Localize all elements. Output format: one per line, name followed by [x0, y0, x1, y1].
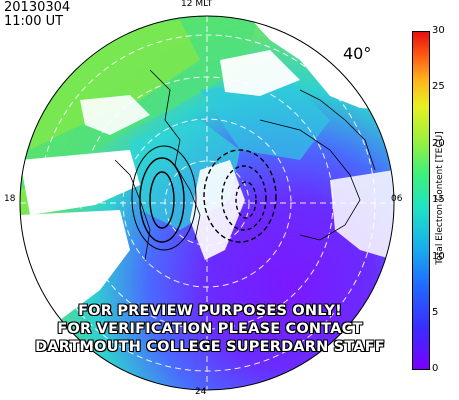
- watermark-line-1: FOR PREVIEW PURPOSES ONLY!: [78, 303, 342, 319]
- colorbar: [412, 31, 430, 370]
- convection-contours: [131, 145, 277, 251]
- colorbar-tick-0: 0: [432, 363, 439, 374]
- watermark-line-3: DARTMOUTH COLLEGE SUPERDARN STAFF: [35, 339, 385, 355]
- latitude-grid: [20, 16, 394, 390]
- map-boundary: [19, 15, 395, 391]
- colorbar-title: Total Electron Content [TECU]: [435, 131, 445, 265]
- mlt-label-right: 06: [391, 194, 403, 204]
- latitude-label: 40°: [343, 44, 372, 63]
- colorbar-tick-15: 15: [432, 194, 445, 205]
- colorbar-tick-10: 10: [432, 251, 445, 262]
- time-label: 11:00 UT: [4, 14, 64, 29]
- colorbar-tick-25: 25: [432, 81, 445, 92]
- colorbar-tick-30: 30: [432, 25, 445, 36]
- colorbar-tick-20: 20: [432, 138, 445, 149]
- date-label: 20130304: [4, 0, 71, 15]
- watermark-line-2: FOR VERIFICATION PLEASE CONTACT: [57, 321, 363, 337]
- coastline: [114, 69, 376, 261]
- mlt-label-top: 12 MLT: [181, 0, 213, 9]
- mlt-label-left: 18: [4, 194, 16, 204]
- mlt-label-bottom: 24: [195, 387, 207, 397]
- colorbar-tick-5: 5: [432, 307, 439, 318]
